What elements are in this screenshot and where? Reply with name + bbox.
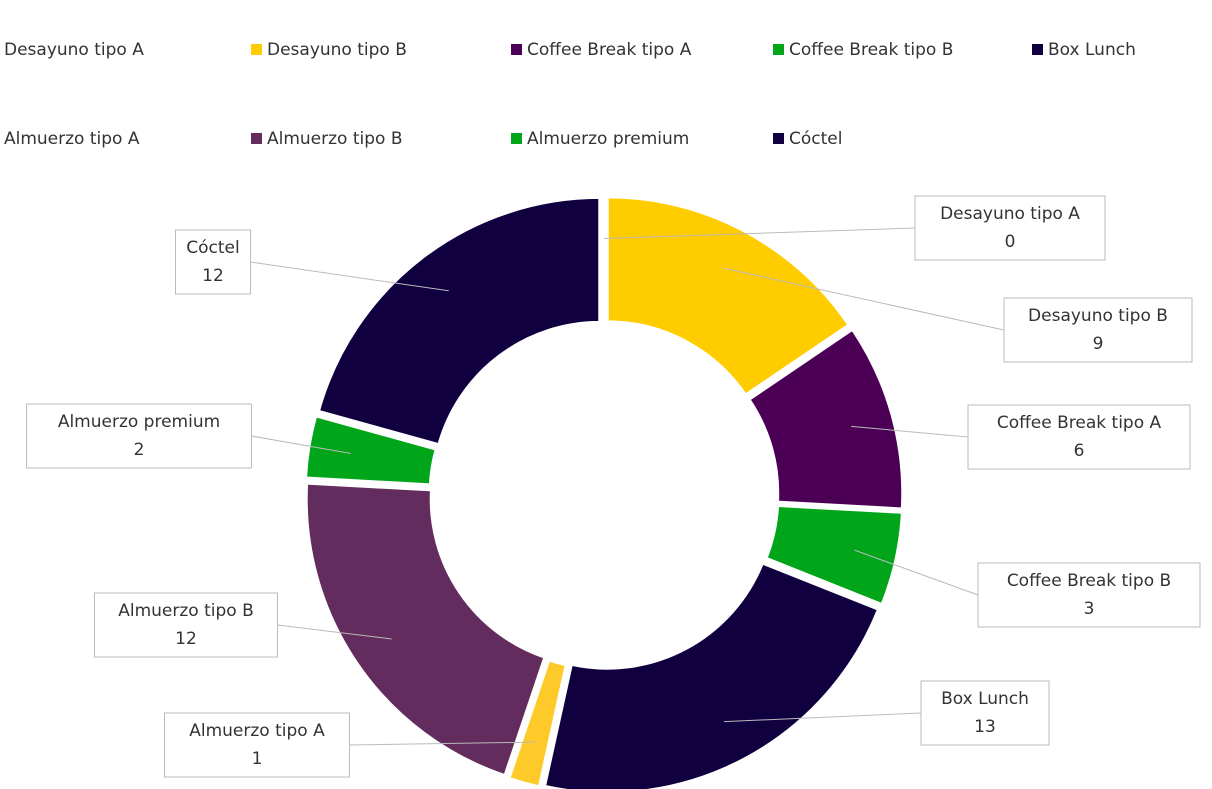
- leader-line: [854, 549, 979, 596]
- legend-marker: [251, 133, 262, 144]
- label-name: Coffee Break tipo B: [1007, 571, 1171, 591]
- legend-label: Box Lunch: [1048, 40, 1136, 60]
- slice: [304, 481, 547, 778]
- slice: [746, 327, 905, 511]
- legend-marker: [773, 133, 784, 144]
- label-name: Coffee Break tipo A: [997, 413, 1162, 433]
- legend-marker: [511, 44, 522, 55]
- label-name: Cóctel: [186, 238, 239, 258]
- legend-marker: [251, 44, 262, 55]
- legend: Desayuno tipo A Desayuno tipo B Coffee Bre…: [4, 40, 1136, 149]
- label-value: 2: [134, 440, 145, 460]
- legend-label: Desayuno tipo A: [4, 40, 144, 60]
- legend-label: Coffee Break tipo B: [789, 40, 953, 60]
- label-value: 12: [175, 629, 197, 649]
- label-value: 6: [1074, 441, 1085, 461]
- legend-marker: [511, 133, 522, 144]
- legend-marker: [773, 44, 784, 55]
- leader-line: [851, 425, 969, 438]
- label-box: [967, 404, 1191, 470]
- label-name: Desayuno tipo B: [1028, 306, 1168, 326]
- legend-label: Cóctel: [789, 129, 842, 149]
- label-box: [914, 195, 1106, 261]
- legend-marker: [1032, 44, 1043, 55]
- legend-label: Almuerzo tipo A: [4, 129, 140, 149]
- label-value: 13: [974, 717, 996, 737]
- label-name: Almuerzo premium: [58, 412, 220, 432]
- legend-label: Desayuno tipo B: [267, 40, 407, 60]
- label-box: [26, 403, 252, 469]
- label-value: 3: [1084, 599, 1095, 619]
- label-box: [920, 680, 1050, 746]
- label-box: [94, 592, 278, 658]
- leader-line: [724, 267, 1005, 331]
- slice: [542, 561, 881, 789]
- label-value: 9: [1093, 334, 1104, 354]
- legend-label: Almuerzo premium: [527, 129, 689, 149]
- label-name: Desayuno tipo A: [940, 204, 1080, 224]
- label-name: Almuerzo tipo B: [118, 601, 254, 621]
- donut: [303, 195, 905, 789]
- label-box: [164, 712, 350, 778]
- leader-line: [724, 712, 922, 723]
- label-box: [977, 562, 1201, 628]
- label-value: 1: [252, 749, 263, 769]
- slice: [605, 195, 852, 398]
- label-box: [175, 229, 251, 295]
- label-name: Almuerzo tipo A: [189, 721, 325, 741]
- leader-line: [277, 624, 392, 640]
- leader-line: [349, 741, 536, 746]
- slice: [316, 195, 602, 447]
- slice: [303, 413, 439, 487]
- label-value: 12: [202, 266, 224, 286]
- slice: [764, 503, 904, 607]
- label-name: Box Lunch: [941, 689, 1029, 709]
- legend-label: Coffee Break tipo A: [527, 40, 692, 60]
- data-labels: Desayuno tipo A 0 Desayuno tipo B 9 Coffee B…: [26, 195, 1201, 778]
- legend-label: Almuerzo tipo B: [267, 129, 403, 149]
- label-box: [1003, 297, 1193, 363]
- leader-line: [603, 227, 916, 239]
- leader-line: [250, 261, 449, 292]
- leader-line: [251, 435, 351, 454]
- label-value: 0: [1005, 232, 1016, 252]
- slice: [506, 658, 569, 789]
